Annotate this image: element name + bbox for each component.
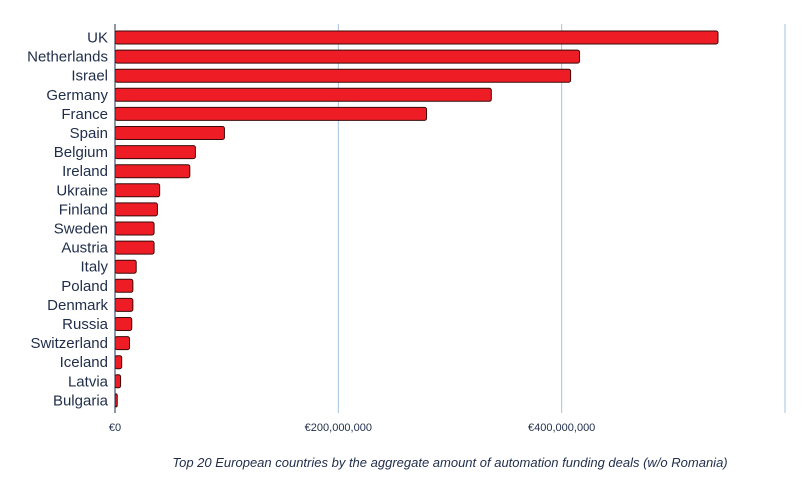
bar-poland: [114, 278, 134, 293]
bar-denmark: [114, 297, 134, 312]
bars-group: [114, 30, 719, 408]
chart-caption: Top 20 European countries by the aggrega…: [172, 455, 728, 470]
category-label: Sweden: [54, 221, 108, 238]
bar-uk: [114, 30, 719, 45]
bar-ireland: [114, 164, 191, 179]
x-tick-labels: €0 €200,000,000 €400,000,000: [109, 422, 595, 434]
bar-spain: [114, 126, 225, 140]
x-tick-label: €400,000,000: [528, 422, 595, 434]
bar-russia: [114, 317, 133, 331]
category-label: UK: [87, 30, 108, 47]
bar-belgium: [114, 145, 196, 160]
category-label: Bulgaria: [53, 392, 109, 409]
category-label: Finland: [59, 201, 108, 218]
bar-sweden: [114, 221, 155, 236]
category-label: Austria: [61, 240, 108, 257]
bar-switzerland: [114, 336, 131, 351]
bar-ukraine: [114, 183, 161, 198]
bar-france: [114, 106, 428, 121]
bar-latvia: [114, 374, 122, 389]
bar-italy: [114, 259, 137, 274]
bar-germany: [114, 87, 492, 102]
category-label: France: [61, 106, 108, 123]
category-label: Latvia: [68, 373, 109, 390]
category-label: Russia: [62, 316, 109, 333]
category-label: Netherlands: [27, 49, 108, 66]
category-label: Spain: [70, 125, 108, 142]
category-label: Switzerland: [30, 335, 108, 352]
category-label: Ukraine: [56, 182, 108, 199]
bar-finland: [114, 202, 158, 217]
category-label: Germany: [46, 87, 108, 104]
bar-netherlands: [114, 49, 581, 64]
category-label: Iceland: [60, 354, 108, 371]
category-label: Ireland: [62, 163, 108, 180]
x-tick-label: €200,000,000: [305, 422, 372, 434]
x-tick-label: €0: [109, 422, 121, 434]
bar-israel: [114, 68, 572, 83]
category-label: Belgium: [54, 144, 108, 161]
category-label: Israel: [71, 68, 108, 85]
category-label: Italy: [80, 259, 108, 276]
category-label: Poland: [61, 278, 108, 295]
bar-austria: [114, 240, 155, 255]
category-label: Denmark: [47, 297, 108, 314]
bar-iceland: [114, 355, 123, 370]
category-labels: UK Netherlands Israel Germany France Spain Bel…: [27, 30, 109, 410]
